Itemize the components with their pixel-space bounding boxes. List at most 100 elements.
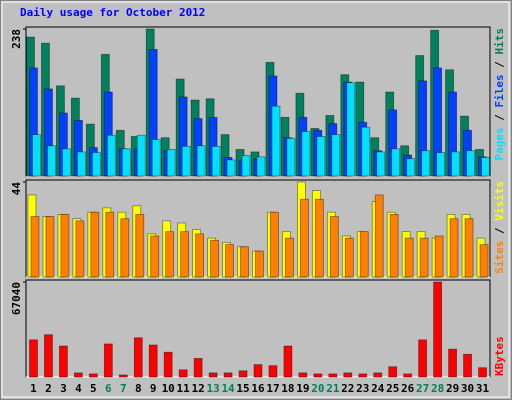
- bar: [463, 353, 472, 378]
- x-tick-label: 17: [266, 382, 279, 395]
- bar: [271, 105, 281, 177]
- bar: [300, 198, 309, 278]
- bar: [451, 151, 460, 177]
- x-tick-label: 31: [476, 382, 490, 395]
- bar: [479, 244, 489, 278]
- bar: [76, 151, 86, 177]
- bar: [91, 152, 101, 177]
- legend-separator: /: [493, 108, 506, 128]
- legend-entry: KBytes: [493, 336, 506, 376]
- bar: [136, 134, 146, 177]
- x-tick-label: 3: [60, 382, 67, 395]
- bar: [47, 145, 56, 177]
- bar: [208, 372, 218, 378]
- bar: [45, 216, 55, 278]
- x-tick-label: 12: [192, 382, 205, 395]
- bar: [481, 157, 490, 177]
- bar: [298, 372, 308, 378]
- bar: [60, 213, 70, 278]
- x-tick-label: 30: [461, 382, 474, 395]
- x-tick-label: 9: [150, 382, 157, 395]
- bar: [165, 231, 175, 278]
- bar: [121, 148, 131, 177]
- bar: [75, 220, 85, 278]
- legend: Sites / Visits: [493, 181, 506, 274]
- bar: [389, 213, 399, 278]
- bar: [464, 218, 474, 278]
- bar: [449, 218, 459, 278]
- x-tick-label: 4: [75, 382, 82, 395]
- bar: [62, 148, 71, 177]
- legend-separator: /: [493, 55, 506, 75]
- bar: [163, 351, 173, 378]
- bar: [403, 373, 413, 378]
- bar: [196, 145, 206, 177]
- bar: [166, 149, 176, 177]
- bar: [283, 345, 293, 378]
- bar: [361, 126, 371, 177]
- legend: KBytes: [493, 336, 506, 376]
- bar: [133, 337, 143, 378]
- x-tick-label: 6: [105, 382, 112, 395]
- x-tick-label: 2: [45, 382, 52, 395]
- bar: [314, 198, 324, 278]
- x-tick-label: 26: [401, 382, 415, 395]
- chart-title: Daily usage for October 2012: [20, 6, 205, 19]
- bar: [180, 231, 190, 278]
- x-tick-label: 10: [162, 382, 175, 395]
- bar: [238, 370, 248, 378]
- bar: [404, 237, 414, 278]
- bar: [421, 150, 431, 177]
- bar: [103, 343, 113, 378]
- bar: [418, 339, 428, 378]
- bar: [313, 373, 323, 378]
- bar: [241, 155, 251, 177]
- legend-entry: Pages: [493, 127, 506, 160]
- bar: [253, 364, 263, 378]
- bar: [178, 369, 188, 378]
- x-tick-label: 18: [281, 382, 294, 395]
- y-tick-label: 44: [10, 182, 23, 196]
- bar: [44, 334, 53, 378]
- legend-entry: Sites: [493, 241, 506, 274]
- bar: [433, 281, 443, 378]
- bar: [29, 339, 38, 378]
- x-tick-label: 13: [206, 382, 219, 395]
- bar: [406, 158, 416, 177]
- bar: [106, 134, 116, 177]
- bar: [331, 134, 341, 177]
- x-tick-label: 5: [90, 382, 97, 395]
- bar: [256, 156, 266, 177]
- bar: [448, 348, 457, 378]
- x-tick-label: 29: [446, 382, 459, 395]
- bar: [30, 216, 40, 278]
- bar: [346, 82, 356, 177]
- legend: Pages / Files / Hits: [493, 28, 506, 161]
- bar: [358, 373, 368, 378]
- x-tick-label: 28: [431, 382, 444, 395]
- bar: [226, 159, 236, 177]
- bar: [270, 211, 279, 278]
- x-tick-label: 1: [30, 382, 37, 395]
- bar: [150, 235, 160, 278]
- bar: [478, 367, 487, 378]
- bar: [90, 211, 100, 278]
- bar: [391, 148, 401, 177]
- legend-entry: Hits: [493, 28, 506, 55]
- bar: [135, 213, 145, 278]
- bar: [255, 250, 264, 278]
- bar: [225, 244, 234, 278]
- x-tick-label: 15: [236, 382, 249, 395]
- x-tick-label: 14: [221, 382, 235, 395]
- bar: [328, 373, 338, 378]
- legend-separator: /: [493, 221, 506, 241]
- x-tick-label: 21: [326, 382, 340, 395]
- bar: [374, 194, 384, 278]
- bar: [120, 218, 130, 278]
- x-tick-label: 23: [356, 382, 369, 395]
- x-tick-label: 19: [296, 382, 309, 395]
- bar: [301, 131, 311, 177]
- bar: [73, 372, 83, 378]
- bar: [88, 373, 98, 378]
